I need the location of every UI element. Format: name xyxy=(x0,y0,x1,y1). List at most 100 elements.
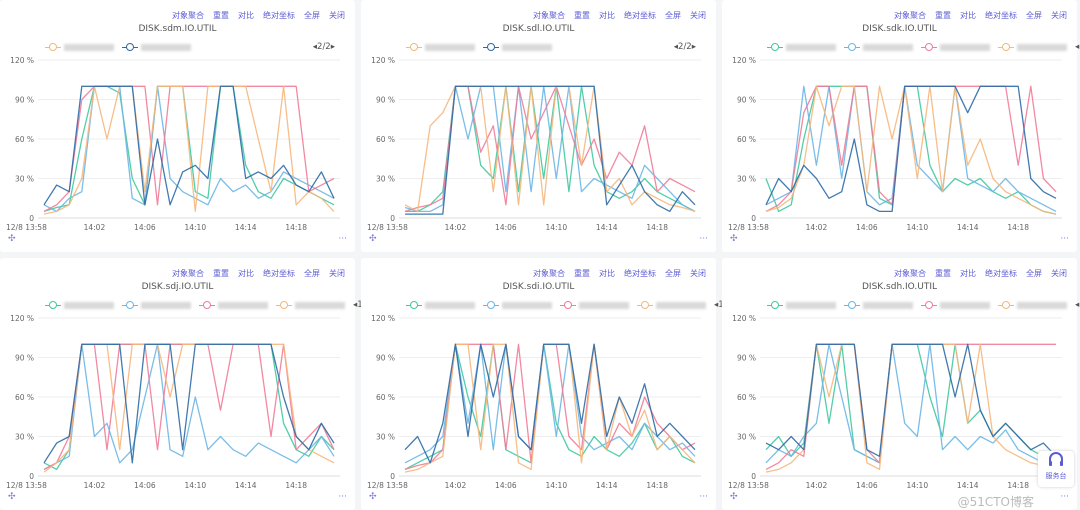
pager-prev-icon[interactable]: ◂ xyxy=(1075,300,1080,310)
pager-prev-icon[interactable]: ◂ xyxy=(1075,42,1080,52)
legend-item[interactable] xyxy=(560,301,629,309)
legend-item[interactable] xyxy=(45,301,114,309)
x-tick-label: 14:10 xyxy=(184,223,206,232)
legend-item[interactable] xyxy=(406,43,475,51)
toolbar-link[interactable]: 重置 xyxy=(935,269,951,278)
toolbar-link[interactable]: 绝对坐标 xyxy=(263,269,295,278)
toolbar-link[interactable]: 对象聚合 xyxy=(533,11,565,20)
pager-prev-icon[interactable]: ◂ xyxy=(312,42,318,52)
toolbar-link[interactable]: 对比 xyxy=(960,269,976,278)
toolbar-link[interactable]: 全屏 xyxy=(304,269,320,278)
more-options-icon[interactable]: ··· xyxy=(699,492,708,502)
y-tick-label: 60 % xyxy=(737,135,756,144)
toolbar-link[interactable]: 关闭 xyxy=(1051,269,1067,278)
line-chart[interactable]: 120 % 90 % 60 % 30 % 012/8 13:58 14:02 14:06 14… xyxy=(361,0,716,252)
more-options-icon[interactable]: ··· xyxy=(1060,234,1069,244)
toolbar-link[interactable]: 关闭 xyxy=(329,269,345,278)
legend-item[interactable] xyxy=(276,301,345,309)
legend-item[interactable] xyxy=(998,43,1067,51)
y-tick-label: 120 % xyxy=(732,56,756,65)
toolbar-link[interactable]: 重置 xyxy=(574,269,590,278)
pager-prev-icon[interactable]: ◂ xyxy=(673,42,679,52)
y-tick-label: 90 % xyxy=(15,354,34,363)
legend-item[interactable] xyxy=(122,43,191,51)
more-options-icon[interactable]: ··· xyxy=(699,234,708,244)
toolbar-link[interactable]: 重置 xyxy=(213,269,229,278)
series-line-teal xyxy=(43,85,335,213)
crosshair-tool-icon[interactable]: ✣ xyxy=(8,234,16,244)
toolbar-link[interactable]: 全屏 xyxy=(1026,269,1042,278)
toolbar-link[interactable]: 关闭 xyxy=(1051,11,1067,20)
legend-item[interactable] xyxy=(483,301,552,309)
legend-item[interactable] xyxy=(844,43,913,51)
legend-item[interactable] xyxy=(45,43,114,51)
crosshair-tool-icon[interactable]: ✣ xyxy=(369,234,377,244)
pager-prev-icon[interactable]: ◂ xyxy=(714,300,719,310)
toolbar-link[interactable]: 对比 xyxy=(599,269,615,278)
crosshair-tool-icon[interactable]: ✣ xyxy=(730,234,738,244)
toolbar-link[interactable]: 绝对坐标 xyxy=(985,269,1017,278)
legend-marker-icon xyxy=(199,301,215,309)
crosshair-tool-icon[interactable]: ✣ xyxy=(730,492,738,502)
more-options-icon[interactable]: ··· xyxy=(338,234,347,244)
toolbar-link[interactable]: 重置 xyxy=(574,11,590,20)
toolbar-link[interactable]: 对象聚合 xyxy=(172,11,204,20)
legend-item[interactable] xyxy=(122,301,191,309)
line-chart[interactable]: 120 % 90 % 60 % 30 % 012/8 13:58 14:02 14:06 14… xyxy=(0,0,355,252)
legend-pager[interactable]: ◂2/2▸ xyxy=(674,42,696,52)
legend-label-redacted xyxy=(863,43,913,51)
toolbar-link[interactable]: 全屏 xyxy=(665,269,681,278)
toolbar-link[interactable]: 对比 xyxy=(238,269,254,278)
legend-marker-icon xyxy=(998,43,1014,51)
legend-pager[interactable]: ◂2/2▸ xyxy=(313,42,335,52)
toolbar-link[interactable]: 绝对坐标 xyxy=(985,11,1017,20)
legend-item[interactable] xyxy=(998,301,1067,309)
toolbar-link[interactable]: 对比 xyxy=(960,11,976,20)
legend-marker-icon xyxy=(921,43,937,51)
legend-item[interactable] xyxy=(921,301,990,309)
toolbar-link[interactable]: 对比 xyxy=(238,11,254,20)
line-chart[interactable]: 120 % 90 % 60 % 30 % 012/8 13:58 14:02 14:06 14… xyxy=(361,258,716,510)
toolbar-link[interactable]: 全屏 xyxy=(665,11,681,20)
toolbar-link[interactable]: 对比 xyxy=(599,11,615,20)
toolbar-link[interactable]: 关闭 xyxy=(690,11,706,20)
legend-item[interactable] xyxy=(406,301,475,309)
toolbar-link[interactable]: 全屏 xyxy=(304,11,320,20)
toolbar-link[interactable]: 全屏 xyxy=(1026,11,1042,20)
legend-item[interactable] xyxy=(637,301,706,309)
legend-item[interactable] xyxy=(483,43,552,51)
legend-label-redacted xyxy=(141,301,191,309)
legend-item[interactable] xyxy=(921,43,990,51)
crosshair-tool-icon[interactable]: ✣ xyxy=(369,492,377,502)
chart-title: DISK.sdj.IO.UTIL xyxy=(141,282,214,292)
line-chart[interactable]: 120 % 90 % 60 % 30 % 012/8 13:58 14:02 14:06 14… xyxy=(0,258,355,510)
crosshair-tool-icon[interactable]: ✣ xyxy=(8,492,16,502)
toolbar-link[interactable]: 绝对坐标 xyxy=(263,11,295,20)
helpdesk-button[interactable]: 服务台 xyxy=(1038,451,1074,487)
toolbar-link[interactable]: 关闭 xyxy=(690,269,706,278)
line-chart[interactable]: 120 % 90 % 60 % 30 % 012/8 13:58 14:02 14:06 14… xyxy=(722,0,1077,252)
line-chart[interactable]: 120 % 90 % 60 % 30 % 012/8 13:58 14:02 14:06 14… xyxy=(722,258,1077,510)
toolbar-link[interactable]: 重置 xyxy=(213,11,229,20)
headset-icon xyxy=(1049,452,1063,466)
toolbar-link[interactable]: 绝对坐标 xyxy=(624,269,656,278)
series-line-pink xyxy=(765,85,1057,212)
pager-next-icon[interactable]: ▸ xyxy=(691,42,696,52)
more-options-icon[interactable]: ··· xyxy=(1060,492,1069,502)
legend-item[interactable] xyxy=(767,43,836,51)
toolbar-link[interactable]: 重置 xyxy=(935,11,951,20)
pager-next-icon[interactable]: ▸ xyxy=(330,42,335,52)
more-options-icon[interactable]: ··· xyxy=(338,492,347,502)
toolbar-link[interactable]: 对象聚合 xyxy=(894,269,926,278)
legend-item[interactable] xyxy=(844,301,913,309)
pager-prev-icon[interactable]: ◂ xyxy=(353,300,358,310)
toolbar-link[interactable]: 对象聚合 xyxy=(894,11,926,20)
toolbar-link[interactable]: 对象聚合 xyxy=(533,269,565,278)
toolbar-link[interactable]: 关闭 xyxy=(329,11,345,20)
y-tick-label: 0 xyxy=(751,214,756,223)
toolbar-link[interactable]: 对象聚合 xyxy=(172,269,204,278)
legend-item[interactable] xyxy=(199,301,268,309)
legend-item[interactable] xyxy=(767,301,836,309)
pager-text: 2/2 xyxy=(317,42,331,52)
toolbar-link[interactable]: 绝对坐标 xyxy=(624,11,656,20)
